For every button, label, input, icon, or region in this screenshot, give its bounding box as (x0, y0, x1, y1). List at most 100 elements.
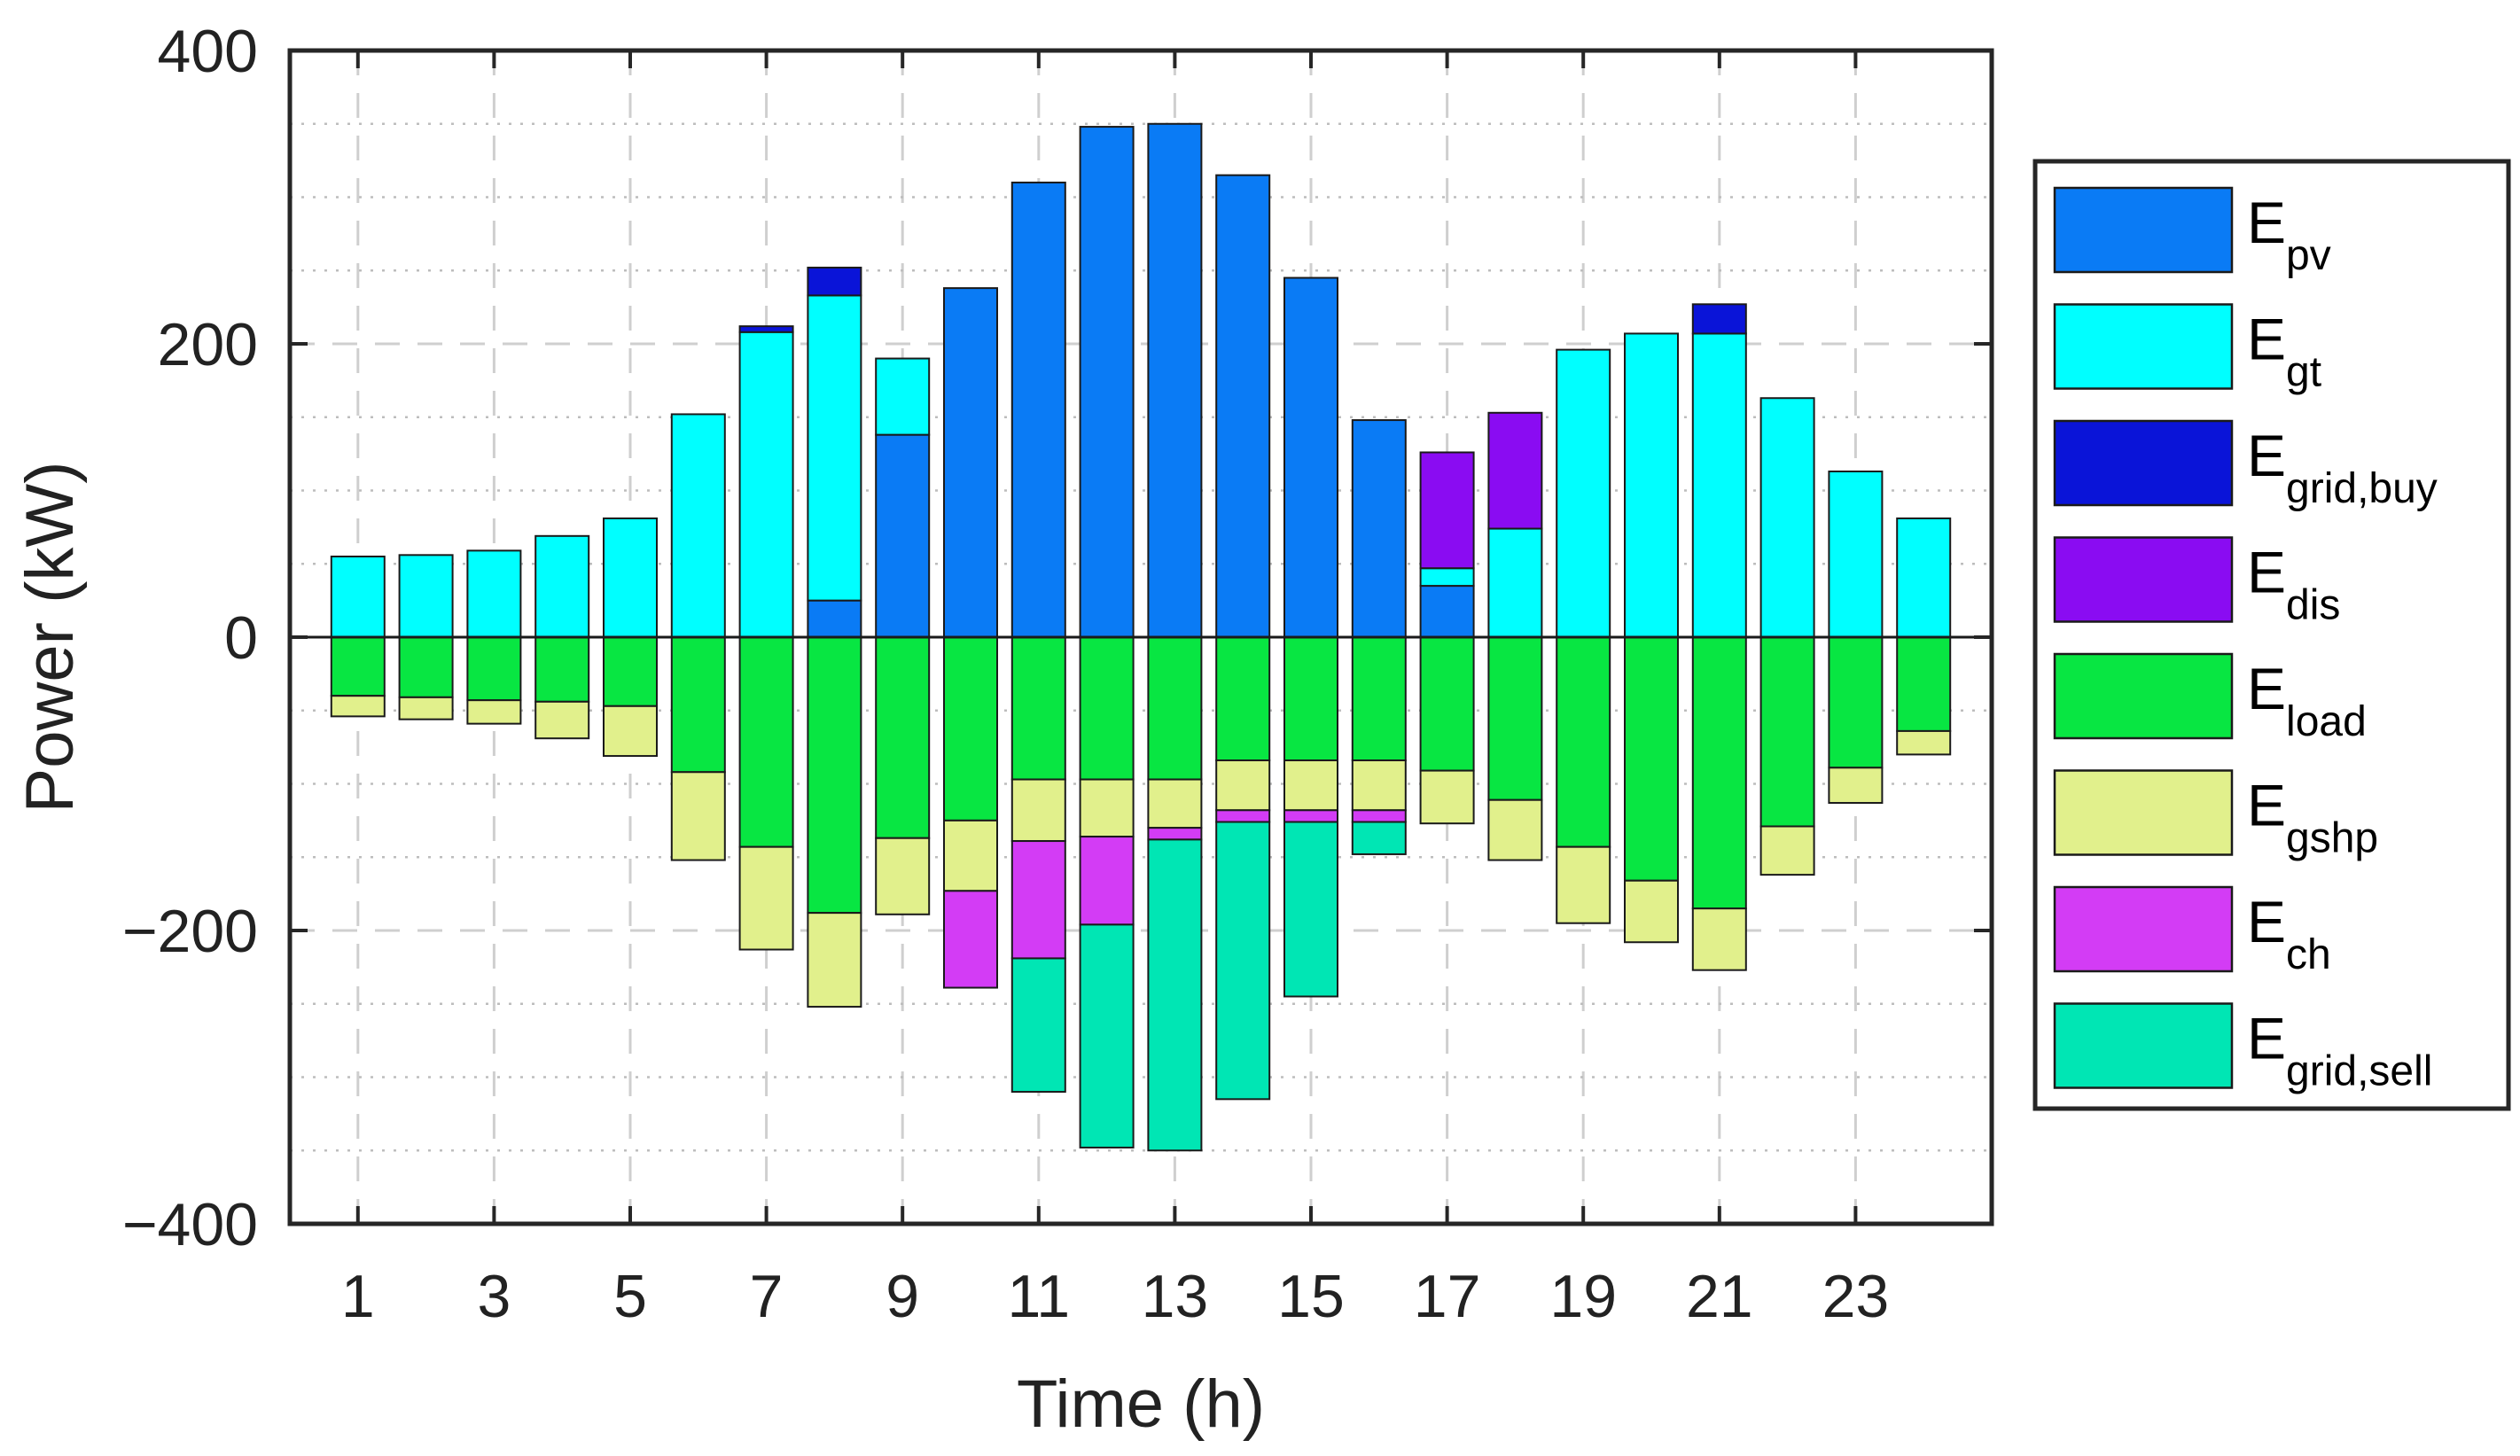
bar-segment (1419, 769, 1475, 825)
bar-segment (1147, 636, 1203, 781)
bar-segment (1487, 798, 1543, 861)
bar-segment (1215, 759, 1271, 812)
bar-segment (1896, 636, 1952, 732)
bar-segment (1079, 126, 1135, 638)
x-tick-label: 5 (613, 1263, 647, 1330)
legend-label-subscript: load (2286, 698, 2367, 745)
y-tick-label: −400 (122, 1191, 258, 1258)
bar-segment (1147, 778, 1203, 829)
bar-segment (807, 636, 862, 915)
legend-label-main: E (2247, 1006, 2286, 1071)
x-axis-title: Time (h) (1017, 1366, 1265, 1442)
bar-segment (603, 705, 658, 758)
x-tick-label: 23 (1822, 1263, 1890, 1330)
bar-segment (1759, 636, 1815, 828)
legend-label: Egrid,sell (2247, 1006, 2432, 1095)
bar-segment (670, 413, 726, 638)
bar-segment (1010, 840, 1066, 960)
bar-segment (807, 912, 862, 1008)
legend-label: Egrid,buy (2247, 423, 2438, 512)
bar-segment (1487, 636, 1543, 801)
bar-segment (330, 636, 386, 697)
bar-segment (1010, 957, 1066, 1094)
legend-swatch (2053, 186, 2234, 274)
legend-label: Egt (2247, 307, 2321, 396)
bar-segment (1624, 879, 1679, 944)
bar-segment (1283, 821, 1338, 998)
bar-segment (943, 287, 998, 638)
bar-segment (1215, 174, 1271, 639)
x-tick-label: 21 (1686, 1263, 1753, 1330)
x-tick-label: 9 (886, 1263, 919, 1330)
legend-label-main: E (2247, 190, 2286, 255)
bar-segment (1556, 348, 1611, 638)
x-tick-label: 3 (477, 1263, 511, 1330)
bar-segment (1691, 907, 1747, 971)
legend: EpvEgtEgrid,buyEdisEloadEgshpEchEgrid,se… (2032, 159, 2511, 1111)
legend-label: Ech (2247, 889, 2331, 978)
bar-segment (875, 433, 931, 638)
bar-segment (1691, 636, 1747, 910)
bar-segment (466, 699, 522, 725)
legend-label-main: E (2247, 773, 2286, 838)
bar-segment (1351, 809, 1407, 823)
axis-ticks (290, 49, 1992, 1226)
bar-segment (1624, 332, 1679, 638)
legend-label-subscript: ch (2286, 931, 2331, 978)
bar-segment (1147, 827, 1203, 841)
bar-segment (1283, 809, 1338, 823)
x-tick-labels: 1 3 5 7 9 11 13 15 17 19 21 23 (341, 1263, 1889, 1330)
bar-segment (1079, 836, 1135, 926)
legend-label-main: E (2247, 656, 2286, 721)
bar-segment (1351, 636, 1407, 762)
legend-swatch (2053, 303, 2234, 390)
bar-segment (738, 636, 794, 848)
bar-segment (1419, 585, 1475, 639)
y-tick-labels: −400 −200 0 200 400 (122, 18, 258, 1258)
bar-segment (534, 534, 590, 638)
bar-segment (1215, 821, 1271, 1101)
bar-segment (1215, 809, 1271, 823)
bar-segment (943, 890, 998, 989)
bar-segment (1556, 845, 1611, 924)
bar-segment (1283, 276, 1338, 638)
bar-segment (807, 266, 862, 297)
bar-segment (1896, 729, 1952, 756)
x-tick-label: 15 (1277, 1263, 1345, 1330)
legend-label-main: E (2247, 423, 2286, 488)
bar-segment (1828, 636, 1884, 769)
legend-label-subscript: grid,buy (2286, 465, 2438, 512)
bar-segment (1351, 821, 1407, 855)
bar-segment (875, 636, 931, 839)
bar-segment (738, 331, 794, 638)
x-tick-label: 17 (1414, 1263, 1481, 1330)
bar-segment (875, 357, 931, 436)
bar-segment (1283, 759, 1338, 812)
y-tick-label: 400 (158, 18, 258, 85)
bar-segment (534, 700, 590, 740)
bar-segment (466, 549, 522, 638)
bar-segment (534, 636, 590, 703)
bar-segment (1079, 778, 1135, 838)
bar-segment (807, 599, 862, 638)
bar-segment (330, 555, 386, 638)
legend-label-subscript: gt (2286, 349, 2321, 396)
bar-segment (1556, 636, 1611, 848)
legend-swatch (2053, 1002, 2234, 1089)
bar-segment (398, 696, 454, 720)
bar-segment (1079, 923, 1135, 1148)
bar-segment (330, 695, 386, 718)
bar-segment (1351, 759, 1407, 812)
bar-segment (1487, 527, 1543, 639)
bar-segment (670, 771, 726, 861)
bar-segment (1010, 181, 1066, 638)
legend-label-subscript: dis (2286, 582, 2340, 629)
bar-segment (1010, 636, 1066, 781)
bar-segment (603, 517, 658, 638)
bar-segment (1147, 838, 1203, 1152)
y-axis-title: Power (kW) (12, 462, 88, 814)
bar-segment (1419, 636, 1475, 772)
bar-segment (1283, 636, 1338, 762)
bar-segment (1759, 397, 1815, 638)
